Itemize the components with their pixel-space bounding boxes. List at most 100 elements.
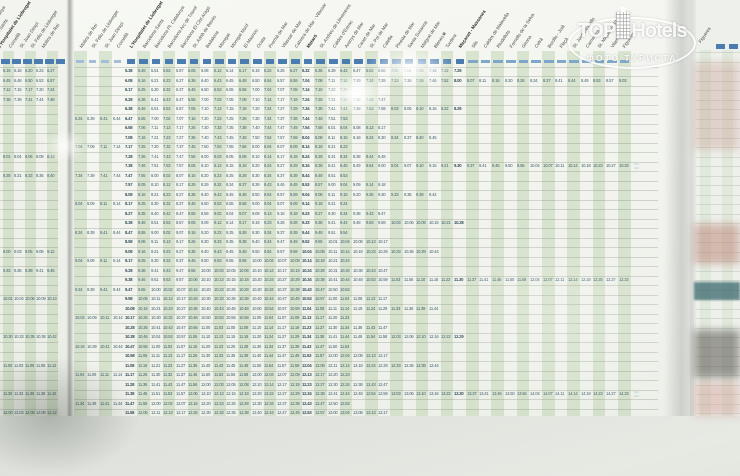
time-cell: 11.28 — [239, 344, 249, 350]
time-cell: 8.37 — [175, 202, 184, 207]
time-cell: 8.27 — [175, 192, 184, 198]
time-cell: 8.22 — [441, 107, 449, 112]
route-line-dash — [139, 58, 148, 64]
time-cell: 10.47 — [125, 344, 135, 350]
row-line — [74, 218, 658, 220]
row-line — [0, 380, 58, 382]
time-cell: 11.25 — [226, 344, 236, 350]
time-cell: 12.49 — [289, 411, 300, 416]
row-line — [694, 118, 740, 120]
time-cell: 11.38 — [125, 392, 135, 397]
time-cell: 11.57 — [277, 363, 287, 369]
time-cell: 12.20 — [251, 392, 262, 397]
time-cell: 9.58 — [239, 259, 247, 264]
time-cell: 10.04 — [14, 297, 24, 302]
time-cell: 8.34 — [390, 135, 399, 141]
time-cell: 6.50 — [251, 78, 260, 84]
time-cell: 12.27 — [605, 278, 616, 283]
time-cell: 11.29 — [289, 335, 299, 340]
time-cell: 8.24 — [365, 135, 374, 141]
time-cell: 9.55 — [137, 287, 146, 293]
time-cell: 11.06 — [137, 354, 147, 359]
time-cell: 11.39 — [289, 344, 299, 350]
row-line — [0, 95, 58, 97]
time-cell: 8.45 — [428, 135, 437, 141]
time-cell: 8.40 — [150, 211, 159, 217]
time-cell: 9.16 — [137, 249, 146, 255]
time-cell: 6.25 — [277, 69, 285, 74]
time-cell: 6.57 — [175, 107, 184, 112]
row-line — [0, 161, 58, 163]
column-stripe — [187, 51, 201, 416]
row-line — [0, 342, 58, 344]
time-cell: 10.30 — [251, 287, 262, 293]
time-cell: 7.44 — [36, 97, 44, 103]
time-cell: 11.17 — [175, 354, 185, 359]
time-cell: 12.59 — [378, 392, 388, 397]
route-line-dash — [582, 59, 592, 63]
route-line-dash — [126, 58, 136, 64]
time-cell: 14.14 — [567, 392, 578, 397]
time-cell: 8.05 — [226, 154, 234, 160]
row-line — [694, 213, 740, 215]
time-cell: 13.22 — [441, 392, 451, 397]
time-cell: 12.11 — [555, 278, 565, 283]
time-cell: 11.23 — [340, 316, 350, 321]
row-line — [694, 52, 740, 53]
time-cell: 9.59 — [289, 249, 298, 255]
time-cell: 9.45 — [226, 249, 234, 255]
time-cell: 7.49 — [289, 126, 298, 131]
time-cell: 11.46 — [137, 392, 147, 397]
time-cell: 8.44 — [302, 173, 310, 179]
row-line — [0, 104, 58, 106]
time-cell: 11.08 — [352, 297, 363, 302]
time-cell: 8.43 — [213, 192, 222, 198]
time-cell: 10.21 — [327, 259, 338, 264]
time-cell: 11.33 — [390, 306, 400, 312]
time-cell: 7.48 — [352, 107, 361, 112]
row-line — [74, 66, 658, 68]
time-cell: 11.50 — [504, 278, 514, 283]
row-line — [694, 61, 740, 63]
time-cell: 8.23 — [213, 173, 222, 179]
route-line-dash — [379, 58, 389, 64]
column-stripe — [516, 51, 530, 416]
time-cell: 8.20 — [504, 78, 513, 84]
time-cell: 9.04 — [74, 259, 83, 264]
time-cell: 11.16 — [188, 344, 198, 350]
glass-reflection — [694, 224, 740, 264]
column-stripe — [25, 51, 36, 416]
time-cell: 11.00 — [327, 297, 337, 302]
time-cell: 8.48 — [239, 192, 247, 198]
time-cell: 10.32 — [163, 316, 173, 321]
time-cell: 8.55 — [188, 211, 196, 217]
time-cell: 12.48 — [352, 392, 363, 397]
time-cell: 9.12 — [213, 221, 222, 226]
time-cell: 8.26 — [517, 78, 525, 84]
time-cell: 8.05 — [137, 183, 146, 188]
row-line — [0, 228, 58, 230]
time-cell: 9.57 — [277, 249, 285, 255]
column-stripe — [162, 51, 176, 416]
time-cell: 12.04 — [530, 278, 540, 283]
time-cell: 9.52 — [302, 240, 310, 245]
time-cell: 7.30 — [251, 116, 260, 122]
time-cell: 8.03 — [390, 107, 399, 112]
time-cell: 9.38 — [125, 278, 133, 283]
glass-reflection — [694, 330, 740, 378]
time-cell: 7.48 — [239, 135, 247, 141]
time-cell: 11.25 — [137, 373, 147, 378]
time-cell: 12.43 — [302, 401, 312, 407]
time-cell: 11.20 — [201, 344, 211, 350]
time-cell: 11.49 — [289, 354, 299, 359]
time-cell: 6.27 — [175, 78, 184, 84]
time-cell: 6.56 — [378, 69, 386, 74]
time-cell: 9.48 — [314, 230, 323, 236]
time-cell: 9.28 — [239, 230, 247, 236]
time-cell: 8.27 — [277, 164, 285, 169]
time-cell: 7.55 — [226, 145, 234, 150]
station-label: Girona — [521, 34, 534, 49]
time-cell: 7.33 — [213, 126, 222, 131]
time-cell: 9.34 — [264, 230, 272, 236]
row-line — [0, 209, 58, 211]
